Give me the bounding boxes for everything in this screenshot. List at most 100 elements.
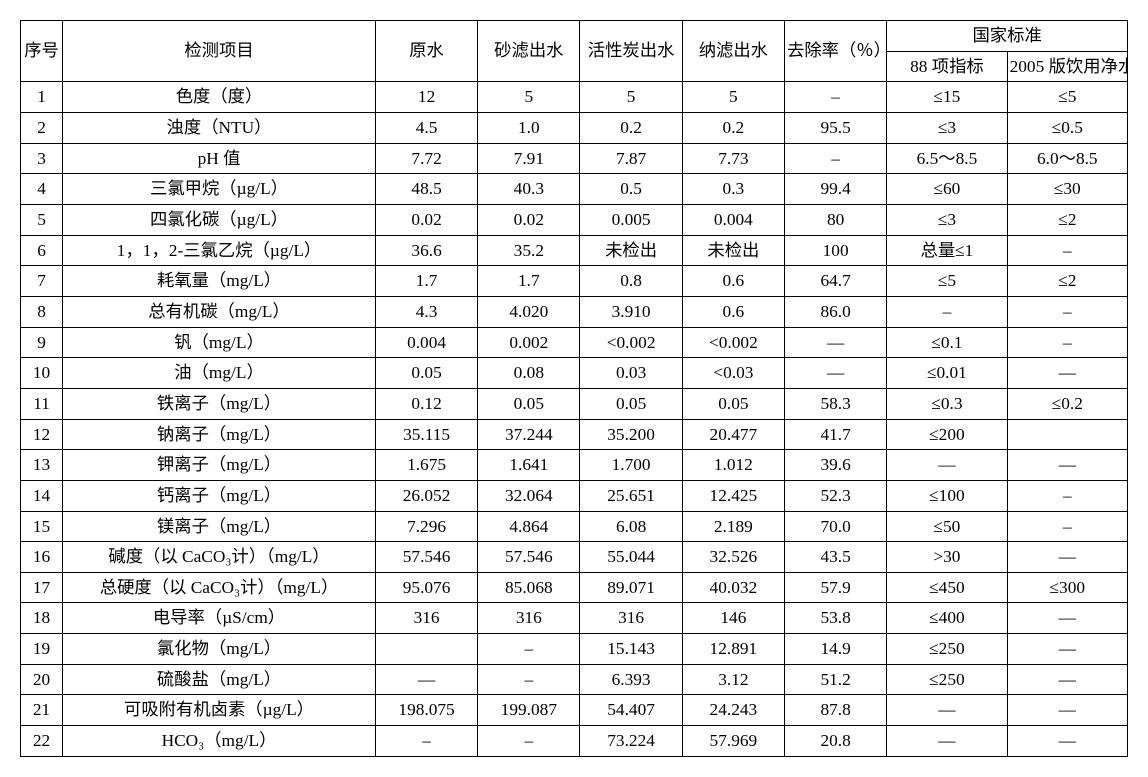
cell-std2005: –: [1007, 296, 1127, 327]
cell-std88: ≤60: [887, 174, 1007, 205]
table-row: 4三氯甲烷（µg/L）48.540.30.50.399.4≤60≤30: [21, 174, 1128, 205]
cell-idx: 2: [21, 112, 63, 143]
table-row: 8总有机碳（mg/L）4.34.0203.9100.686.0––: [21, 296, 1128, 327]
cell-std88: ≤250: [887, 664, 1007, 695]
cell-nano: 24.243: [682, 695, 784, 726]
table-body: 1色度（度）12555–≤15≤52浊度（NTU）4.51.00.20.295.…: [21, 82, 1128, 756]
cell-nano: 146: [682, 603, 784, 634]
col-header-removal: 去除率（％）: [785, 21, 887, 82]
cell-item: 油（mg/L）: [63, 358, 376, 389]
cell-std2005: ––: [1007, 726, 1127, 757]
cell-std88: ––: [887, 450, 1007, 481]
cell-removal: 100: [785, 235, 887, 266]
col-header-std88: 88 项指标: [887, 51, 1007, 82]
water-quality-table: 序号 检测项目 原水 砂滤出水 活性炭出水 纳滤出水 去除率（％） 国家标准 8…: [20, 20, 1128, 757]
cell-item: 碱度（以 CaCO₃计）（mg/L）: [63, 542, 376, 573]
cell-idx: 9: [21, 327, 63, 358]
cell-nano: 12.891: [682, 634, 784, 665]
cell-removal: 14.9: [785, 634, 887, 665]
cell-item: 1，1，2-三氯乙烷（µg/L）: [63, 235, 376, 266]
cell-raw: 0.05: [375, 358, 477, 389]
table-row: 9钒（mg/L）0.0040.002<0.002<0.002––≤0.1–: [21, 327, 1128, 358]
cell-carbon: 73.224: [580, 726, 682, 757]
cell-std88: ≤200: [887, 419, 1007, 450]
cell-idx: 6: [21, 235, 63, 266]
table-row: 11铁离子（mg/L）0.120.050.050.0558.3≤0.3≤0.2: [21, 388, 1128, 419]
cell-carbon: 316: [580, 603, 682, 634]
cell-carbon: 15.143: [580, 634, 682, 665]
cell-carbon: 0.2: [580, 112, 682, 143]
cell-removal: —: [785, 358, 887, 389]
cell-raw: 1.675: [375, 450, 477, 481]
cell-raw: 12: [375, 82, 477, 113]
cell-nano: 0.2: [682, 112, 784, 143]
cell-sand: –: [478, 726, 580, 757]
cell-std88: ≤400: [887, 603, 1007, 634]
cell-idx: 1: [21, 82, 63, 113]
cell-idx: 13: [21, 450, 63, 481]
cell-idx: 19: [21, 634, 63, 665]
cell-idx: 7: [21, 266, 63, 297]
cell-removal: 57.9: [785, 572, 887, 603]
cell-nano: <0.002: [682, 327, 784, 358]
cell-carbon: 6.08: [580, 511, 682, 542]
cell-std88: –: [887, 296, 1007, 327]
col-header-nano: 纳滤出水: [682, 21, 784, 82]
table-row: 3pH 值7.727.917.877.73–6.5～8.56.0～8.5: [21, 143, 1128, 174]
cell-idx: 3: [21, 143, 63, 174]
cell-item: pH 值: [63, 143, 376, 174]
col-header-std2005: 2005 版饮用净水标准: [1007, 51, 1127, 82]
cell-std2005: ≤0.2: [1007, 388, 1127, 419]
cell-sand: 40.3: [478, 174, 580, 205]
cell-carbon: 0.8: [580, 266, 682, 297]
cell-std88: —: [887, 695, 1007, 726]
cell-nano: 12.425: [682, 480, 784, 511]
cell-std2005: ––: [1007, 542, 1127, 573]
cell-nano: 3.12: [682, 664, 784, 695]
col-header-carbon: 活性炭出水: [580, 21, 682, 82]
cell-item: 电导率（µS/cm）: [63, 603, 376, 634]
cell-nano: 5: [682, 82, 784, 113]
cell-raw: 0.12: [375, 388, 477, 419]
cell-sand: 4.864: [478, 511, 580, 542]
cell-carbon: 55.044: [580, 542, 682, 573]
cell-nano: 40.032: [682, 572, 784, 603]
cell-nano: 20.477: [682, 419, 784, 450]
cell-carbon: 89.071: [580, 572, 682, 603]
cell-idx: 11: [21, 388, 63, 419]
cell-nano: 1.012: [682, 450, 784, 481]
cell-std2005: ≤2: [1007, 266, 1127, 297]
cell-nano: 57.969: [682, 726, 784, 757]
cell-carbon: <0.002: [580, 327, 682, 358]
cell-item: 四氯化碳（µg/L）: [63, 204, 376, 235]
cell-item: 铁离子（mg/L）: [63, 388, 376, 419]
cell-carbon: 7.87: [580, 143, 682, 174]
cell-removal: 51.2: [785, 664, 887, 695]
table-row: 10油（mg/L）0.050.080.03<0.03—≤0.01—: [21, 358, 1128, 389]
table-row: 1色度（度）12555–≤15≤5: [21, 82, 1128, 113]
cell-removal: ––: [785, 327, 887, 358]
cell-sand: 1.0: [478, 112, 580, 143]
table-row: 7耗氧量（mg/L）1.71.70.80.664.7≤5≤2: [21, 266, 1128, 297]
cell-std2005: —: [1007, 358, 1127, 389]
cell-std88: ≤0.3: [887, 388, 1007, 419]
cell-std88: ≤3: [887, 112, 1007, 143]
cell-raw: 48.5: [375, 174, 477, 205]
cell-removal: 64.7: [785, 266, 887, 297]
cell-item: 耗氧量（mg/L）: [63, 266, 376, 297]
cell-sand: 32.064: [478, 480, 580, 511]
cell-nano: 2.189: [682, 511, 784, 542]
cell-item: 硫酸盐（mg/L）: [63, 664, 376, 695]
cell-std88: ≤50: [887, 511, 1007, 542]
cell-item: 钒（mg/L）: [63, 327, 376, 358]
cell-std88: ≤0.1: [887, 327, 1007, 358]
cell-raw: 26.052: [375, 480, 477, 511]
cell-item: 色度（度）: [63, 82, 376, 113]
cell-item: 钾离子（mg/L）: [63, 450, 376, 481]
cell-sand: 0.002: [478, 327, 580, 358]
cell-carbon: 0.05: [580, 388, 682, 419]
cell-nano: 0.05: [682, 388, 784, 419]
cell-std88: ≤3: [887, 204, 1007, 235]
cell-std88: ≤0.01: [887, 358, 1007, 389]
cell-idx: 21: [21, 695, 63, 726]
